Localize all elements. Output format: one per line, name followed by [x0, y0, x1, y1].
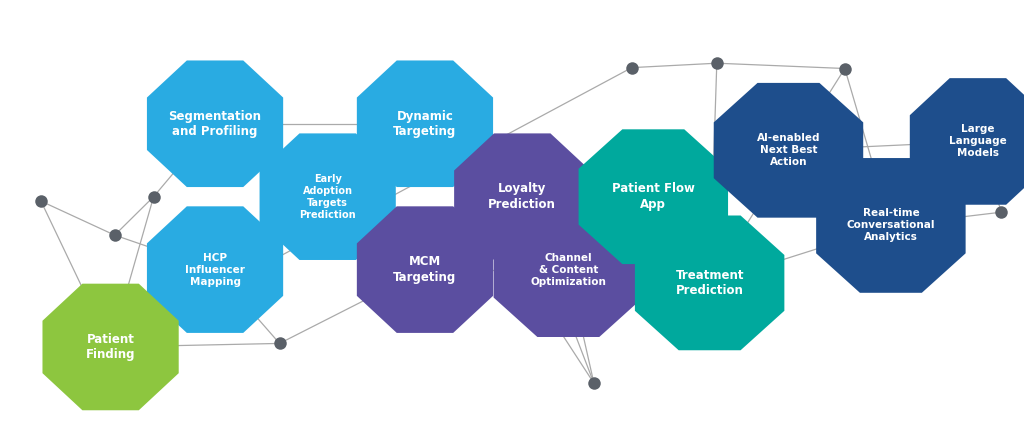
Polygon shape	[146, 206, 284, 333]
Text: Dynamic
Targeting: Dynamic Targeting	[393, 110, 457, 138]
Text: Loyalty
Prediction: Loyalty Prediction	[488, 183, 556, 211]
Polygon shape	[146, 61, 284, 187]
Text: Large
Language
Models: Large Language Models	[949, 125, 1007, 158]
Polygon shape	[494, 202, 643, 337]
Text: Segmentation
and Profiling: Segmentation and Profiling	[169, 110, 261, 138]
Polygon shape	[909, 78, 1024, 205]
Text: Treatment
Prediction: Treatment Prediction	[676, 269, 743, 297]
Text: HCP
Influencer
Mapping: HCP Influencer Mapping	[185, 253, 245, 286]
Polygon shape	[259, 133, 396, 260]
Polygon shape	[635, 216, 784, 350]
Polygon shape	[454, 133, 591, 260]
Polygon shape	[579, 130, 728, 264]
Text: Patient Flow
App: Patient Flow App	[612, 183, 694, 211]
Polygon shape	[816, 158, 966, 293]
Polygon shape	[356, 206, 494, 333]
Text: Real-time
Conversational
Analytics: Real-time Conversational Analytics	[847, 209, 935, 242]
Text: AI-enabled
Next Best
Action: AI-enabled Next Best Action	[757, 133, 820, 167]
Polygon shape	[714, 83, 863, 217]
Polygon shape	[42, 284, 179, 410]
Text: Patient
Finding: Patient Finding	[86, 333, 135, 361]
Text: MCM
Targeting: MCM Targeting	[393, 255, 457, 284]
Polygon shape	[356, 61, 494, 187]
Text: Early
Adoption
Targets
Prediction: Early Adoption Targets Prediction	[299, 174, 356, 220]
Text: Channel
& Content
Optimization: Channel & Content Optimization	[530, 253, 606, 286]
